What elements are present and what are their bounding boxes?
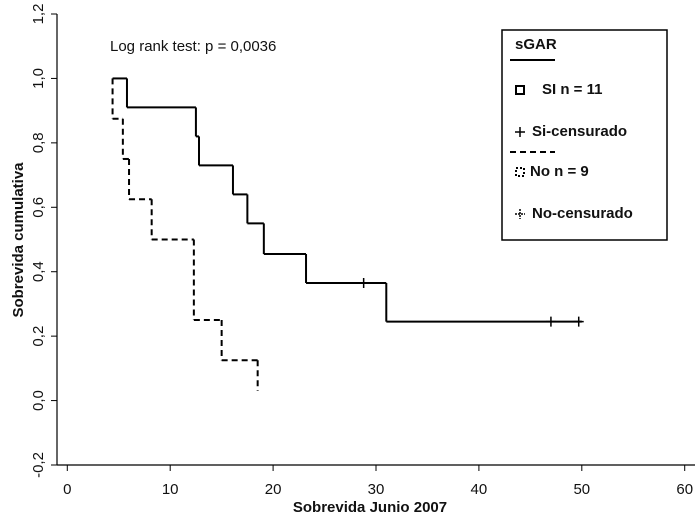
y-tick-label: 1,0 (30, 68, 47, 89)
legend-symbol (515, 127, 525, 137)
y-axis-label: Sobrevida cumulativa (10, 162, 27, 318)
x-tick-label: 40 (471, 481, 488, 498)
x-tick-label: 50 (573, 481, 590, 498)
censor-mark (573, 316, 584, 327)
legend-label: No-censurado (532, 205, 633, 222)
legend-label: No n = 9 (530, 163, 589, 180)
y-tick-label: 0,6 (30, 197, 47, 218)
legend-label: SI n = 11 (542, 81, 602, 98)
x-tick-label: 20 (265, 481, 282, 498)
y-tick-label: 0,8 (30, 132, 47, 153)
legend-symbol (515, 209, 525, 219)
legend-label: Si-censurado (532, 123, 627, 140)
x-axis-label: Sobrevida Junio 2007 (293, 499, 447, 516)
y-tick-label: 1,2 (30, 4, 47, 25)
y-tick-label: 0,2 (30, 326, 47, 347)
legend-box (501, 29, 668, 241)
censor-mark (545, 316, 556, 327)
legend-title: sGAR (515, 36, 557, 53)
legend-symbol (515, 85, 525, 95)
x-tick-label: 60 (676, 481, 693, 498)
y-tick-label: -0,2 (30, 452, 47, 478)
legend: sGAR SI n = 11 Si-censurado No n = 9 No-… (501, 29, 668, 241)
censor-mark (358, 277, 369, 288)
x-tick-label: 10 (162, 481, 179, 498)
y-tick-label: 0,0 (30, 390, 47, 411)
x-tick-label: 30 (368, 481, 385, 498)
y-tick-label: 0,4 (30, 261, 47, 282)
x-tick-label: 0 (63, 481, 71, 498)
legend-symbol (515, 167, 525, 177)
survival-curve (111, 78, 259, 391)
annotation: Log rank test: p = 0,0036 (110, 38, 276, 55)
